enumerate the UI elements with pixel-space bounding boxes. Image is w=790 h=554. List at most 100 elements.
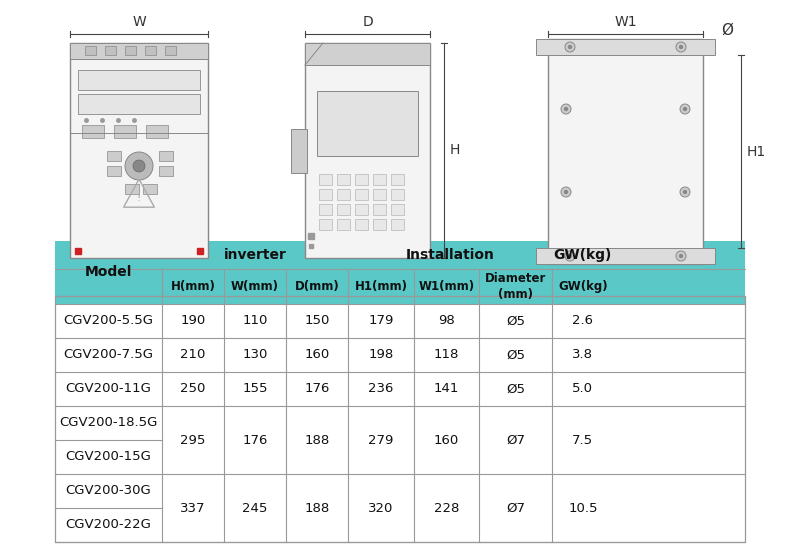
Bar (125, 184, 139, 194)
Text: CGV200-15G: CGV200-15G (66, 450, 152, 464)
Text: CGV200-7.5G: CGV200-7.5G (63, 348, 153, 362)
Circle shape (683, 190, 687, 194)
Text: 236: 236 (368, 382, 393, 396)
Text: 160: 160 (434, 433, 459, 447)
Bar (70, 43, 208, 59)
Text: W: W (132, 15, 146, 29)
Bar (319, 219, 332, 230)
Text: H1(mm): H1(mm) (355, 280, 408, 293)
Text: GW(kg): GW(kg) (554, 248, 612, 262)
Bar (317, 91, 418, 156)
Text: Ø5: Ø5 (506, 382, 525, 396)
Bar (536, 248, 715, 264)
Bar (548, 39, 703, 264)
Bar (107, 151, 121, 161)
Bar (355, 189, 368, 200)
Bar (391, 219, 404, 230)
Text: Ø5: Ø5 (506, 315, 525, 327)
Text: D(mm): D(mm) (295, 280, 340, 293)
Text: 210: 210 (180, 348, 205, 362)
Text: H: H (450, 143, 461, 157)
Text: inverter: inverter (224, 248, 287, 262)
Text: 188: 188 (305, 433, 330, 447)
Bar (391, 189, 404, 200)
Bar (305, 43, 430, 65)
Bar (85, 46, 96, 55)
Circle shape (568, 254, 572, 258)
Bar (105, 46, 116, 55)
Bar (355, 219, 368, 230)
Text: 176: 176 (243, 433, 268, 447)
Bar (373, 204, 386, 215)
Text: CGV200-5.5G: CGV200-5.5G (63, 315, 153, 327)
Bar (305, 43, 430, 258)
Bar (114, 125, 136, 138)
Circle shape (125, 152, 153, 180)
Circle shape (680, 104, 690, 114)
Text: CGV200-11G: CGV200-11G (66, 382, 152, 396)
Text: CGV200-22G: CGV200-22G (66, 519, 152, 531)
Bar (319, 174, 332, 185)
Text: H1: H1 (747, 145, 766, 158)
Bar (373, 174, 386, 185)
Bar (536, 39, 715, 55)
Text: W1: W1 (614, 15, 637, 29)
Bar (355, 204, 368, 215)
Circle shape (565, 42, 575, 52)
Circle shape (679, 45, 683, 49)
Text: 150: 150 (304, 315, 330, 327)
Circle shape (679, 254, 683, 258)
Circle shape (676, 251, 686, 261)
Bar (337, 174, 350, 185)
Text: !: ! (137, 193, 141, 203)
Text: 10.5: 10.5 (568, 501, 597, 515)
Circle shape (565, 251, 575, 261)
Bar (373, 189, 386, 200)
Bar (55, 338, 745, 372)
Text: 3.8: 3.8 (572, 348, 593, 362)
Text: Model: Model (85, 265, 132, 280)
Text: 250: 250 (180, 382, 205, 396)
Bar (78, 94, 200, 114)
Text: Ø7: Ø7 (506, 433, 525, 447)
Text: 320: 320 (368, 501, 393, 515)
Bar (159, 166, 173, 176)
Bar (159, 151, 173, 161)
Text: 110: 110 (243, 315, 268, 327)
Bar (319, 204, 332, 215)
Bar (143, 184, 157, 194)
Text: 188: 188 (305, 501, 330, 515)
Circle shape (561, 104, 571, 114)
Text: Diameter
(mm): Diameter (mm) (485, 272, 546, 301)
Circle shape (133, 160, 145, 172)
Bar (391, 174, 404, 185)
Bar (146, 125, 168, 138)
Bar (55, 296, 745, 542)
Text: 228: 228 (434, 501, 459, 515)
Text: 2.6: 2.6 (572, 315, 593, 327)
Circle shape (568, 45, 572, 49)
Text: 279: 279 (368, 433, 393, 447)
Text: 190: 190 (180, 315, 205, 327)
Text: CGV200-30G: CGV200-30G (66, 485, 152, 497)
Bar (165, 46, 176, 55)
Bar (145, 46, 156, 55)
Text: D: D (362, 15, 373, 29)
Text: W(mm): W(mm) (231, 280, 279, 293)
Bar (355, 174, 368, 185)
Text: GW(kg): GW(kg) (558, 280, 608, 293)
Bar (55, 269, 745, 304)
Text: Ø7: Ø7 (506, 501, 525, 515)
Text: 198: 198 (368, 348, 393, 362)
Bar (55, 474, 745, 542)
Text: 160: 160 (305, 348, 330, 362)
Bar (373, 219, 386, 230)
Text: 5.0: 5.0 (572, 382, 593, 396)
Bar (78, 70, 200, 90)
Text: 337: 337 (180, 501, 205, 515)
Circle shape (680, 187, 690, 197)
Bar (337, 204, 350, 215)
Circle shape (564, 107, 568, 111)
Bar (319, 189, 332, 200)
Text: 7.5: 7.5 (572, 433, 593, 447)
